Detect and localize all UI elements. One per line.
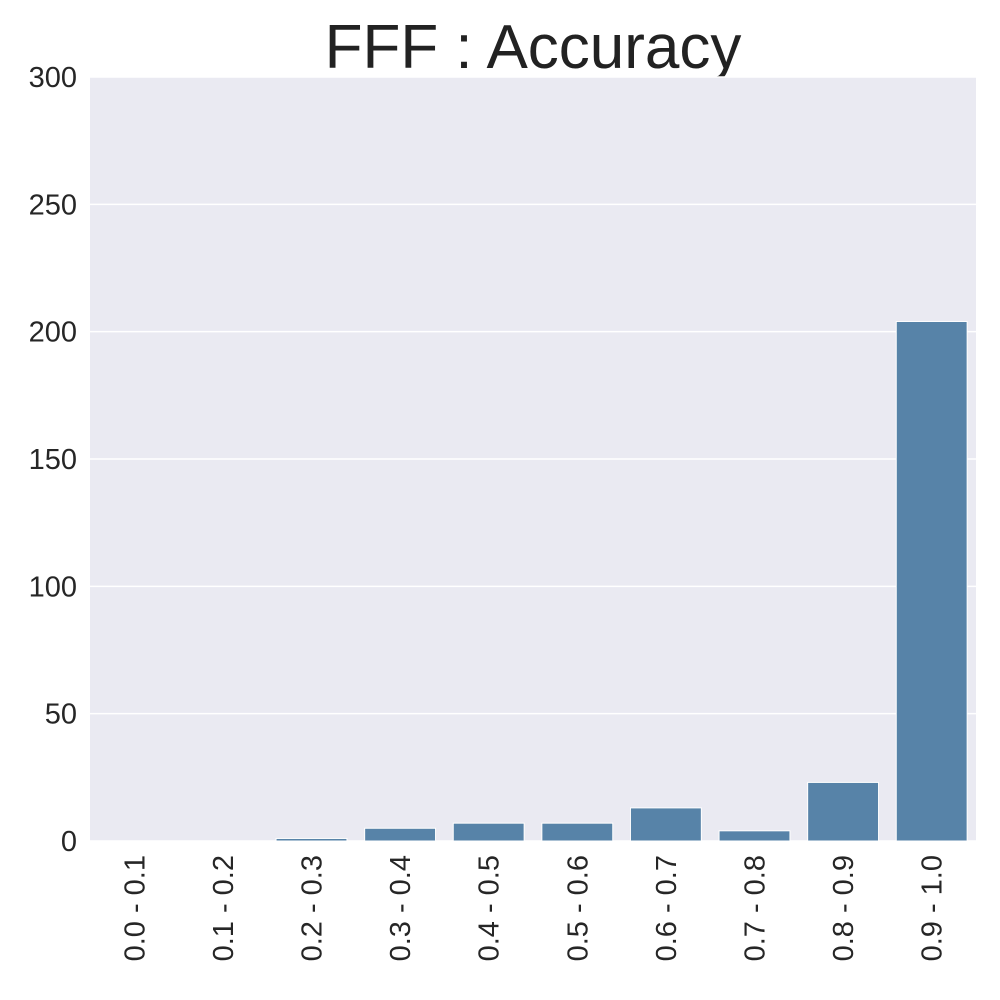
x-tick-label: 0.7 - 0.8 [740, 855, 772, 961]
bar-0.6-0.7 [629, 807, 702, 842]
bar-0.2-0.3 [275, 837, 348, 842]
bar-0.3-0.4 [364, 827, 437, 842]
x-tick-label: 0.6 - 0.7 [651, 855, 683, 961]
bar-0.4-0.5 [452, 822, 525, 842]
x-axis-ticks: 0.0 - 0.1 0.1 - 0.2 0.2 - 0.3 0.3 - 0.4 0.4 … [119, 855, 948, 961]
x-tick-label: 0.2 - 0.3 [297, 855, 329, 961]
bar-0.7-0.8 [718, 830, 791, 842]
bar-0.8-0.9 [807, 781, 880, 842]
bars [275, 320, 968, 842]
x-tick-label: 0.0 - 0.1 [119, 855, 151, 961]
y-tick-label: 200 [29, 317, 77, 349]
x-tick-label: 0.5 - 0.6 [562, 855, 594, 961]
y-tick-label: 150 [29, 444, 77, 476]
x-tick-label: 0.1 - 0.2 [208, 855, 240, 961]
x-tick-label: 0.3 - 0.4 [385, 855, 417, 961]
y-tick-label: 50 [45, 699, 77, 731]
bar-0.5-0.6 [541, 822, 614, 842]
y-tick-label: 250 [29, 189, 77, 221]
chart-title: FFF : Accuracy [325, 13, 742, 82]
x-tick-label: 0.9 - 1.0 [917, 855, 949, 961]
y-tick-label: 100 [29, 571, 77, 603]
grid-lines [90, 76, 976, 842]
x-tick-label: 0.4 - 0.5 [474, 855, 506, 961]
x-tick-label: 0.8 - 0.9 [828, 855, 860, 961]
y-tick-label: 300 [29, 62, 77, 94]
y-axis-ticks: 0 50 100 150 200 250 300 [29, 62, 77, 858]
y-tick-label: 0 [61, 826, 77, 858]
bar-0.9-1.0 [895, 320, 968, 842]
